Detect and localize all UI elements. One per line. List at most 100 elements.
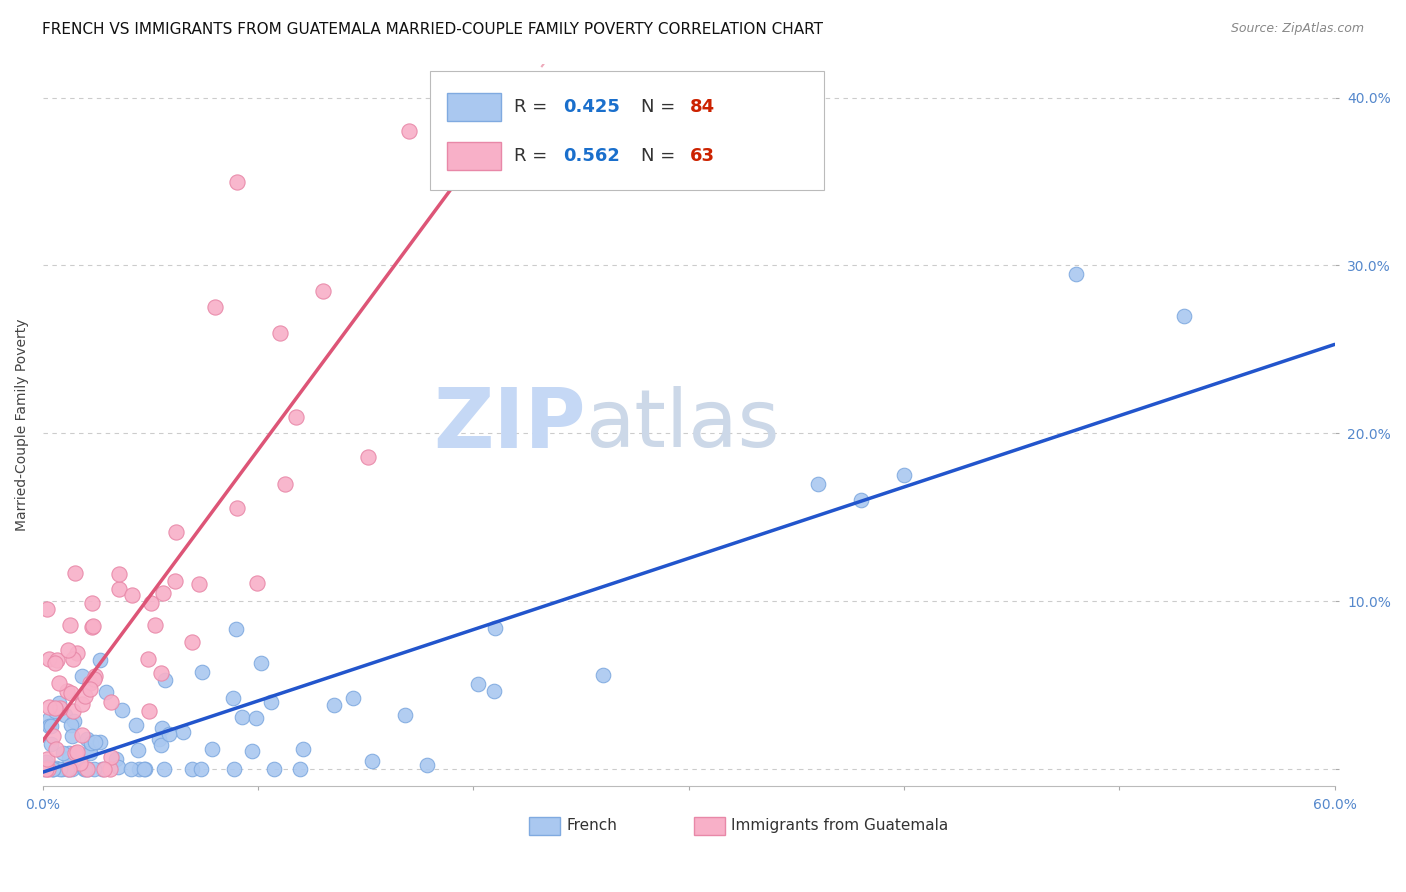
- Point: [128, 762, 150, 776]
- Point: [70, 697, 93, 711]
- Point: [76, 731, 98, 746]
- Text: N =: N =: [641, 98, 681, 116]
- Point: [134, 762, 156, 776]
- Point: [274, 477, 297, 491]
- Point: [76, 762, 98, 776]
- Point: [80, 596, 103, 610]
- Point: [58, 750, 80, 764]
- Point: [263, 762, 285, 776]
- Point: [191, 665, 214, 680]
- Point: [60, 762, 83, 776]
- Point: [62, 652, 84, 666]
- FancyBboxPatch shape: [695, 817, 725, 835]
- Point: [58, 762, 80, 776]
- Point: [42, 762, 65, 776]
- Point: [1173, 309, 1195, 323]
- Point: [260, 695, 283, 709]
- Point: [46, 652, 69, 666]
- Point: [138, 704, 160, 718]
- Point: [38, 699, 60, 714]
- Point: [89, 735, 111, 749]
- Point: [181, 635, 204, 649]
- Text: 63: 63: [690, 147, 716, 165]
- Point: [66, 745, 89, 759]
- Point: [136, 652, 159, 666]
- Point: [41, 729, 63, 743]
- Point: [34, 755, 56, 769]
- Text: ZIP: ZIP: [433, 384, 585, 466]
- Point: [225, 500, 247, 515]
- Point: [98, 762, 121, 776]
- Point: [69, 756, 91, 770]
- Point: [849, 493, 872, 508]
- FancyBboxPatch shape: [529, 817, 560, 835]
- Point: [190, 762, 212, 776]
- Point: [51, 762, 73, 776]
- Point: [45, 761, 67, 775]
- Point: [163, 574, 186, 589]
- Point: [1064, 267, 1087, 281]
- Point: [70, 668, 93, 682]
- Point: [32, 762, 55, 776]
- Point: [110, 703, 132, 717]
- Point: [187, 577, 209, 591]
- Point: [416, 758, 439, 772]
- Text: Source: ZipAtlas.com: Source: ZipAtlas.com: [1230, 22, 1364, 36]
- Point: [58, 643, 80, 657]
- Point: [285, 409, 308, 424]
- Point: [80, 620, 103, 634]
- Point: [60, 718, 83, 732]
- Point: [60, 730, 83, 744]
- Point: [148, 732, 170, 747]
- Point: [73, 762, 96, 776]
- Point: [56, 762, 79, 776]
- Point: [322, 698, 344, 712]
- Point: [48, 700, 70, 714]
- Point: [79, 675, 101, 690]
- Point: [48, 676, 70, 690]
- Point: [398, 124, 420, 138]
- Point: [35, 762, 58, 776]
- FancyBboxPatch shape: [447, 93, 502, 121]
- Point: [72, 728, 94, 742]
- Text: R =: R =: [515, 98, 554, 116]
- Text: French: French: [567, 818, 617, 833]
- Point: [45, 741, 67, 756]
- Point: [166, 524, 188, 539]
- Point: [89, 653, 111, 667]
- Text: 84: 84: [690, 98, 716, 116]
- Point: [55, 684, 77, 698]
- Y-axis label: Married-Couple Family Poverty: Married-Couple Family Poverty: [15, 318, 30, 531]
- Point: [79, 743, 101, 757]
- Point: [44, 700, 66, 714]
- Point: [180, 762, 202, 776]
- Point: [62, 714, 84, 729]
- Point: [58, 746, 80, 760]
- Point: [121, 588, 143, 602]
- Point: [53, 708, 76, 723]
- Point: [312, 284, 335, 298]
- Point: [125, 718, 148, 732]
- Point: [83, 762, 105, 776]
- Point: [467, 676, 489, 690]
- Text: R =: R =: [515, 147, 554, 165]
- Text: FRENCH VS IMMIGRANTS FROM GUATEMALA MARRIED-COUPLE FAMILY POVERTY CORRELATION CH: FRENCH VS IMMIGRANTS FROM GUATEMALA MARR…: [42, 22, 823, 37]
- Text: Immigrants from Guatemala: Immigrants from Guatemala: [731, 818, 949, 833]
- Point: [59, 618, 82, 632]
- Point: [893, 468, 915, 483]
- Point: [150, 721, 173, 735]
- Point: [150, 665, 173, 680]
- Point: [63, 747, 86, 761]
- FancyBboxPatch shape: [447, 142, 502, 170]
- Text: 0.562: 0.562: [564, 147, 620, 165]
- Point: [58, 762, 80, 776]
- Point: [139, 596, 162, 610]
- Point: [361, 754, 384, 768]
- Point: [240, 744, 263, 758]
- Point: [51, 747, 73, 761]
- Point: [107, 760, 129, 774]
- Point: [79, 682, 101, 697]
- Point: [80, 735, 103, 749]
- Point: [245, 711, 267, 725]
- Point: [269, 326, 291, 340]
